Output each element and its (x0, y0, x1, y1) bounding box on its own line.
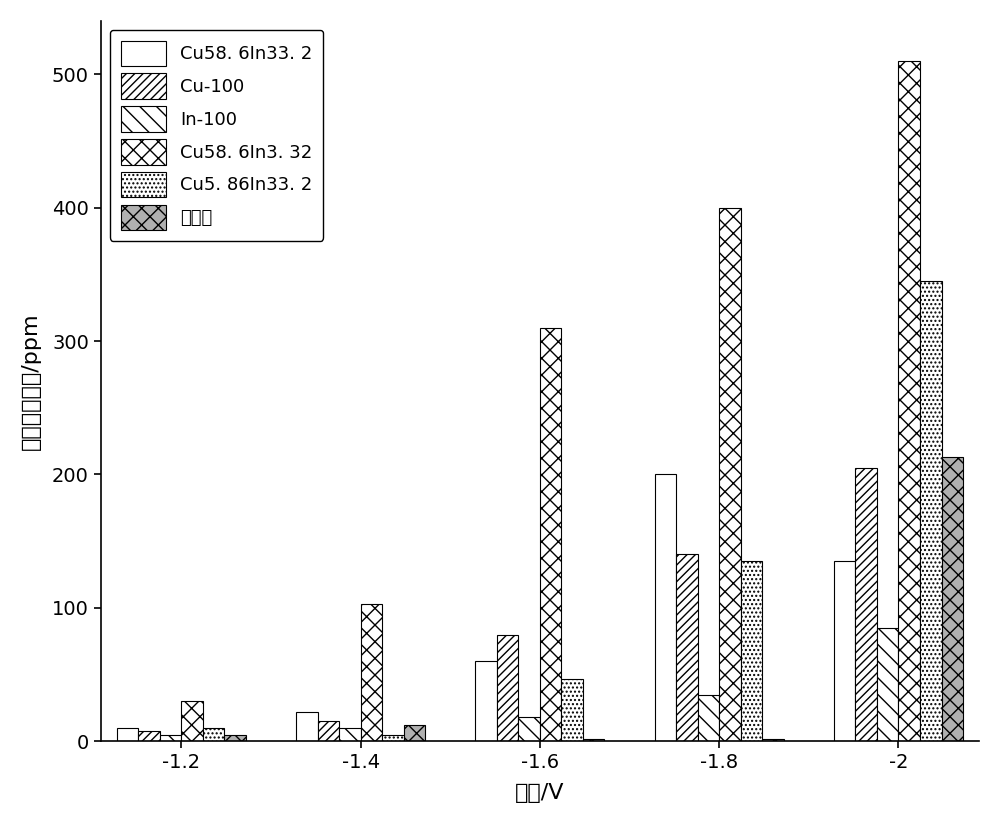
Bar (382, 734, 404, 742)
Bar (920, 281, 942, 742)
Bar (181, 701, 203, 742)
Bar (583, 738, 604, 742)
Bar (762, 738, 784, 742)
Y-axis label: 一氧化碳浓度/ppm: 一氧化碳浓度/ppm (21, 312, 41, 450)
Bar (655, 475, 676, 742)
Bar (540, 328, 561, 742)
Bar (117, 728, 138, 742)
Bar (160, 734, 181, 742)
Bar (698, 695, 719, 742)
Bar (719, 208, 741, 742)
Bar (138, 731, 160, 742)
Bar (475, 661, 497, 742)
Bar (898, 61, 920, 742)
Bar (877, 628, 898, 742)
Bar (834, 561, 855, 742)
Bar (203, 728, 224, 742)
Bar (497, 634, 518, 742)
Bar (855, 468, 877, 742)
Bar (942, 457, 963, 742)
Bar (676, 555, 698, 742)
Bar (224, 734, 246, 742)
Bar (404, 725, 425, 742)
X-axis label: 电压/V: 电压/V (515, 783, 565, 803)
Bar (296, 712, 318, 742)
Bar (518, 717, 540, 742)
Bar (561, 678, 583, 742)
Bar (318, 721, 339, 742)
Bar (741, 561, 762, 742)
Bar (361, 604, 382, 742)
Legend: Cu58. 6In33. 2, Cu-100, In-100, Cu58. 6In3. 32, Cu5. 86In33. 2, 纯碳纸: Cu58. 6In33. 2, Cu-100, In-100, Cu58. 6I… (110, 30, 323, 241)
Bar (339, 728, 361, 742)
